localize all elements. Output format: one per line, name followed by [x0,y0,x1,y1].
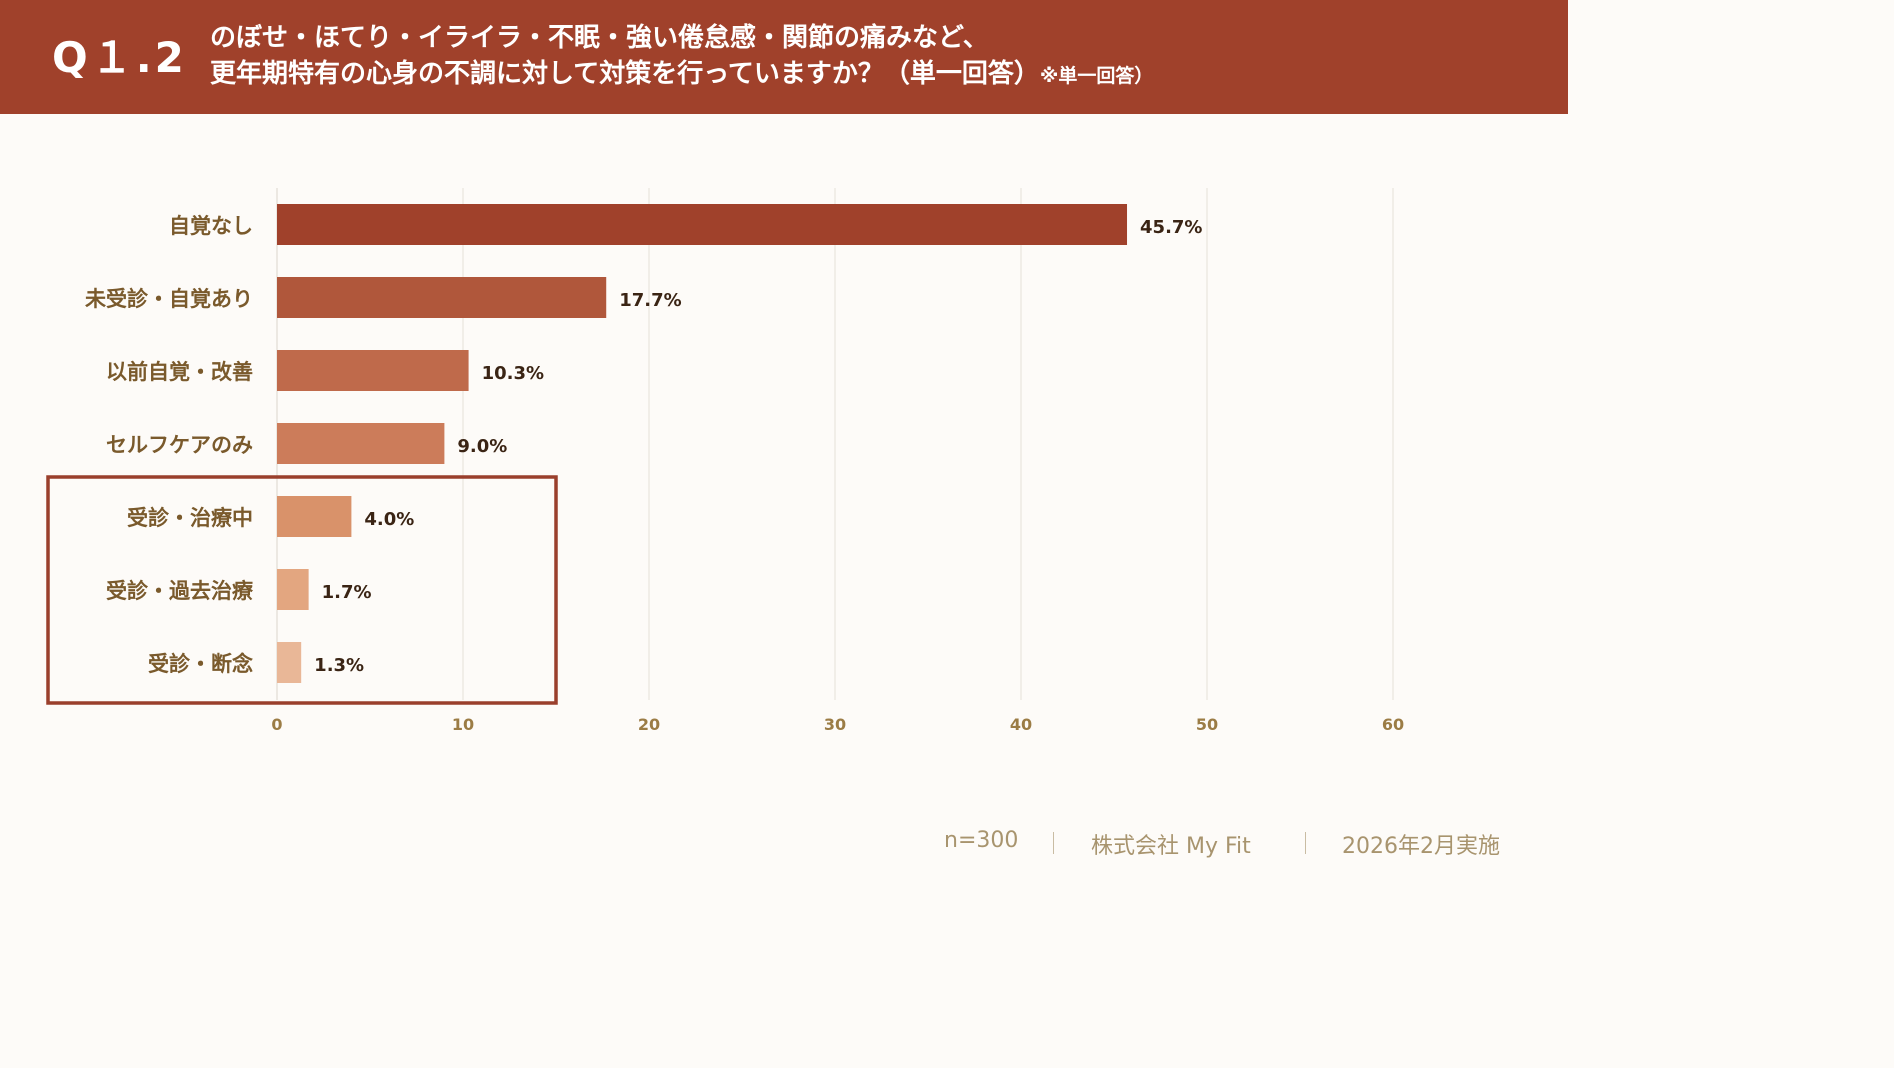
question-number: Q１.2 [52,33,187,82]
data-label: 1.3% [314,655,364,676]
question-title: のぼせ・ほてり・イライラ・不眠・強い倦怠感・関節の痛みなど、 更年期特有の心身の… [210,20,1153,94]
data-label: 45.7% [1140,217,1202,238]
data-label: 4.0% [364,509,414,530]
bar [277,350,469,391]
footer-company: 株式会社 My Fit [1091,834,1251,859]
bar [277,277,607,318]
x-tick-label: 10 [452,715,474,734]
bar-chart: 0 10 20 30 40 50 60 自覚なし 45.7% 未受診・自覚あり 17.7% 以前自覚・… [46,188,1404,734]
category-label: 受診・断念 [148,652,253,676]
x-tick-label: 30 [824,715,846,734]
question-title-line-1: のぼせ・ほてり・イライラ・不眠・強い倦怠感・関節の痛みなど、 [210,23,989,53]
bar [277,204,1128,245]
footer-divider [1053,832,1054,854]
data-label: 17.7% [619,290,681,311]
category-label: 自覚なし [169,214,253,238]
data-label: 1.7% [322,582,372,603]
category-label: 未受診・自覚あり [85,287,253,311]
bar [277,642,302,683]
highlight-box [46,475,558,705]
footer-divider [1305,832,1306,854]
bar [277,423,445,464]
bar [277,496,352,537]
bar [277,569,309,610]
category-label: 受診・治療中 [127,506,253,530]
header-banner: Q１.2 のぼせ・ほてり・イライラ・不眠・強い倦怠感・関節の痛みなど、 更年期特… [0,0,1568,114]
footer-date: 2026年2月実施 [1342,834,1500,859]
data-label: 9.0% [457,436,507,457]
category-label: 以前自覚・改善 [106,360,253,384]
question-title-line-2: 更年期特有の心身の不調に対して対策を行っていますか？（単一回答）※単一回答） [210,56,1153,94]
footer-sample-size: n=300 [944,828,1019,853]
x-tick-label: 60 [1382,715,1404,734]
question-title-line-2-text: 更年期特有の心身の不調に対して対策を行っていますか？（単一回答） [210,59,1040,89]
category-label: 受診・過去治療 [106,579,254,603]
category-label: セルフケアのみ [106,433,253,457]
x-tick-label: 20 [638,715,660,734]
x-tick-label: 0 [271,715,282,734]
question-title-note: ※単一回答） [1039,65,1154,87]
data-label: 10.3% [482,363,544,384]
x-tick-label: 40 [1010,715,1032,734]
x-tick-label: 50 [1196,715,1218,734]
footer: n=300 株式会社 My Fit 2026年2月実施 [0,828,1568,862]
